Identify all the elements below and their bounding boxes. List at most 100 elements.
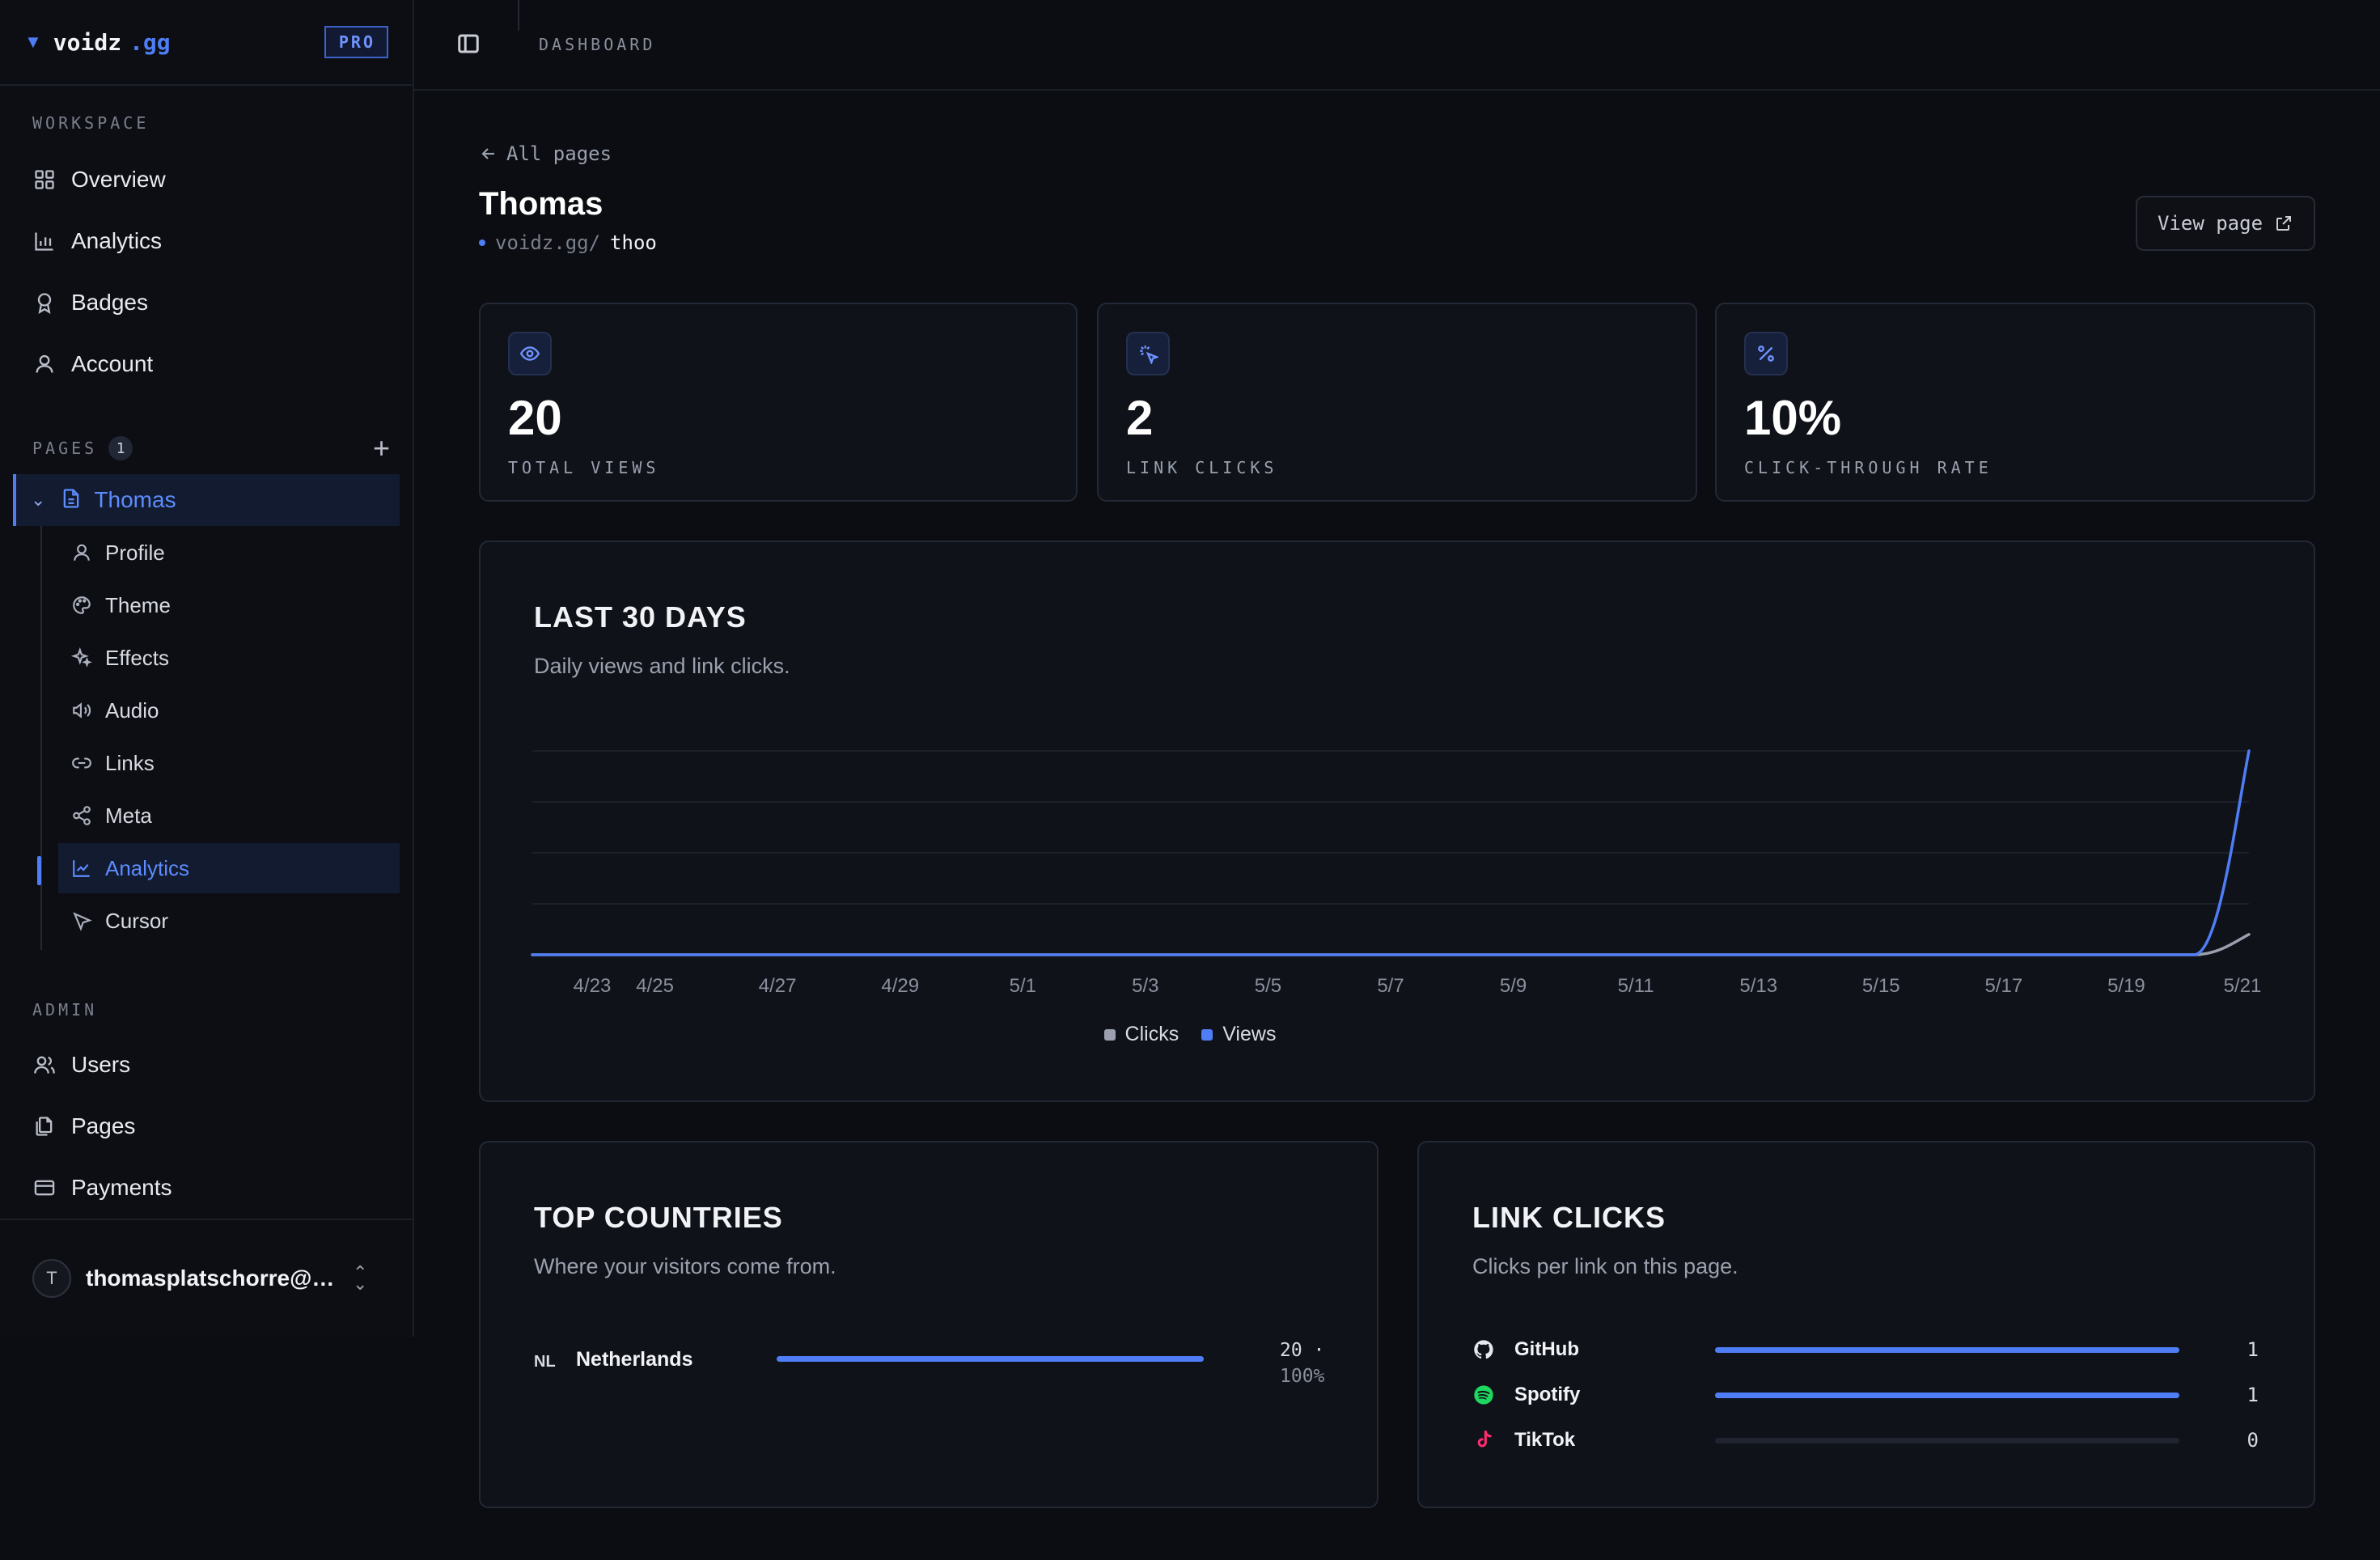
url-slug: thoo [610,231,657,254]
subitem-label: Cursor [105,908,169,933]
link-row-spotify: Spotify 1 [1472,1379,2265,1411]
pages-section-header: PAGES 1 + [0,432,414,464]
url-dot [479,240,485,246]
share-icon [71,805,92,826]
link-row-tiktok: TikTok 0 [1472,1424,2265,1456]
page-label: Thomas [94,487,176,512]
sidebar-page-thomas[interactable]: ⌄ Thomas [13,474,400,526]
sidebar-toggle-icon[interactable] [456,32,482,57]
chart-card: LAST 30 DAYS Daily views and link clicks… [479,540,2315,1102]
subitem-label: Profile [105,540,165,565]
user-menu[interactable]: T thomasplatschorre@g... ⌃ ⌄ [0,1219,414,1337]
legend-item-clicks[interactable]: Clicks [1103,1023,1179,1046]
palette-icon [71,595,92,616]
user-email: thomasplatschorre@g... [86,1265,337,1291]
subitem-label: Analytics [105,855,190,880]
countries-title: TOP COUNTRIES [534,1201,783,1234]
links-subtitle: Clicks per link on this page. [1472,1254,1738,1278]
topbar-divider [518,0,519,31]
sidebar-subitem-profile[interactable]: Profile [58,528,400,578]
country-bar-track [777,1356,1204,1362]
bar-chart-icon [32,229,57,253]
sidebar-subitem-meta[interactable]: Meta [58,791,400,841]
chart-subtitle: Daily views and link clicks. [534,654,790,678]
sidebar-item-badges[interactable]: Badges [32,278,388,327]
link-bar-track [1715,1347,2179,1353]
cursor-icon [71,910,92,931]
link-name: Spotify [1514,1384,1581,1405]
percent-icon [1744,332,1788,375]
back-label: All pages [506,142,612,165]
stat-card-ctr: 10% CLICK-THROUGH RATE [1715,303,2315,502]
sidebar-item-label: Users [71,1052,131,1077]
country-bar-fill [777,1356,1204,1362]
back-link[interactable]: All pages [479,142,612,165]
view-page-label: View page [2157,212,2264,235]
brand-header: ▼ voidz .gg PRO [0,0,413,86]
page-url[interactable]: voidz.gg/ thoo [479,231,657,254]
sidebar-item-pages[interactable]: Pages [32,1102,388,1151]
link-count: 1 [2247,1338,2259,1361]
chevrons-up-down-icon: ⌃ ⌄ [353,1262,368,1294]
pro-badge: PRO [324,26,388,58]
spotify-icon [1474,1385,1493,1405]
stat-card-link-clicks: 2 LINK CLICKS [1097,303,1697,502]
sidebar-subitem-audio[interactable]: Audio [58,685,400,735]
sidebar-item-overview[interactable]: Overview [32,155,388,204]
external-link-icon [2276,216,2292,231]
legend-label: Clicks [1124,1023,1179,1045]
sidebar-item-users[interactable]: Users [32,1041,388,1089]
sidebar-item-label: Badges [71,290,148,315]
link-bar-track [1715,1393,2179,1398]
sparkles-icon [71,647,92,668]
sidebar-item-analytics[interactable]: Analytics [32,217,388,265]
credit-card-icon [32,1176,57,1200]
grid-icon [32,167,57,192]
link-bar-fill [1715,1393,2179,1398]
subitem-label: Effects [105,645,170,670]
sidebar-subitem-analytics[interactable]: Analytics [58,843,400,893]
user-icon [71,542,92,563]
sidebar-item-payments[interactable]: Payments [32,1164,388,1212]
link-bar-track [1715,1438,2179,1443]
link-count: 0 [2247,1429,2259,1452]
click-icon [1126,332,1170,375]
sidebar-item-account[interactable]: Account [32,340,388,388]
brand-name[interactable]: voidz [53,28,122,56]
subitem-label: Theme [105,592,171,617]
user-icon [32,352,57,376]
url-base: voidz.gg/ [495,231,601,254]
legend-item-views[interactable]: Views [1201,1023,1276,1046]
sidebar-item-label: Pages [71,1113,136,1138]
top-countries-card: TOP COUNTRIES Where your visitors come f… [479,1141,1378,1508]
tiktok-icon [1477,1430,1492,1448]
chevron-down-icon[interactable]: ⌄ [31,490,46,510]
line-chart-icon [71,858,92,879]
users-icon [32,1053,57,1077]
workspace-section-label: WORKSPACE [32,113,150,133]
eye-icon [508,332,552,375]
sidebar-item-label: Overview [71,167,166,192]
sidebar-item-label: Account [71,351,154,376]
legend-swatch [1201,1028,1213,1041]
subitem-label: Meta [105,803,152,828]
add-page-icon[interactable]: + [372,431,390,464]
country-code: NL [534,1353,556,1371]
pages-count-badge: 1 [108,436,133,460]
links-title: LINK CLICKS [1472,1201,1666,1234]
page-title: Thomas [479,186,603,222]
sidebar-subitem-effects[interactable]: Effects [58,633,400,683]
github-icon [1474,1340,1493,1359]
country-row: NL Netherlands 20 · 100% [534,1340,1327,1388]
view-page-button[interactable]: View page [2136,196,2315,251]
stat-value: 2 [1126,391,1154,445]
link-count: 1 [2247,1384,2259,1406]
sidebar-subitem-links[interactable]: Links [58,738,400,788]
sidebar: ▼ voidz .gg PRO WORKSPACE Overview Analy… [0,0,414,1337]
chart-title: LAST 30 DAYS [534,600,747,634]
link-name: TikTok [1514,1429,1576,1451]
countries-subtitle: Where your visitors come from. [534,1254,836,1278]
sidebar-subitem-cursor[interactable]: Cursor [58,896,400,946]
sidebar-subitem-theme[interactable]: Theme [58,580,400,630]
pages-section-label: PAGES [32,439,98,458]
